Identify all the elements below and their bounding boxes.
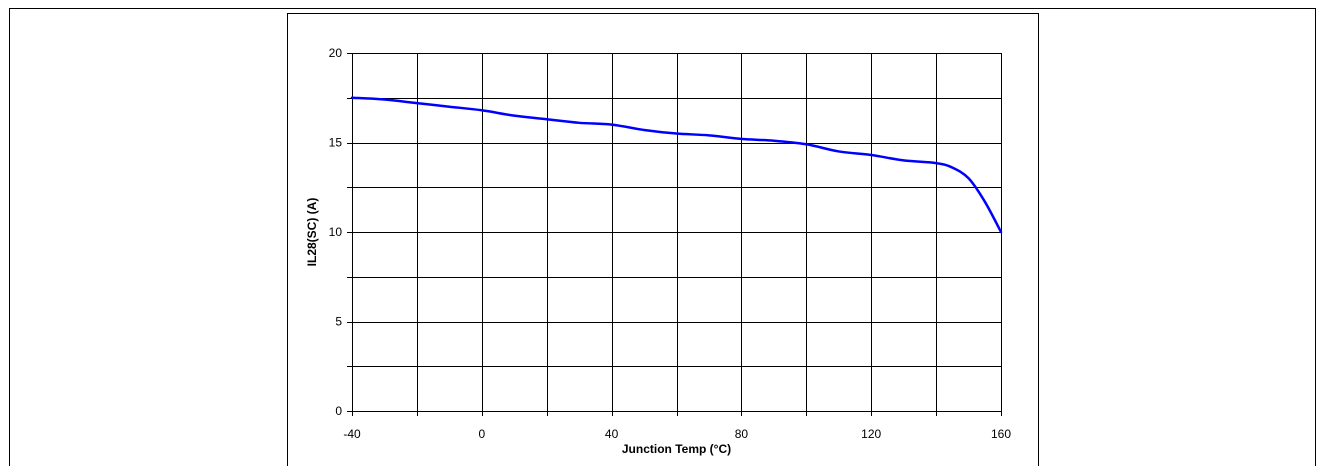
y-tick-label: 5 — [335, 315, 342, 329]
y-tick-label: 20 — [329, 46, 343, 60]
chart-frame — [287, 13, 1039, 466]
y-axis-title: IL28(SC) (A) — [305, 198, 319, 267]
series-line — [350, 96, 1003, 234]
y-tick-label: 15 — [329, 136, 343, 150]
outer-frame — [9, 8, 1316, 466]
x-tick-label: 0 — [478, 427, 485, 441]
x-tick-label: -40 — [343, 427, 361, 441]
x-tick-label: 80 — [735, 427, 749, 441]
x-tick-label: 40 — [605, 427, 619, 441]
x-tick-label: 120 — [861, 427, 881, 441]
y-tick-label: 0 — [335, 404, 342, 418]
y-tick-label: 10 — [329, 225, 343, 239]
x-axis-title: Junction Temp (°C) — [622, 442, 731, 456]
x-tick-label: 160 — [991, 427, 1011, 441]
